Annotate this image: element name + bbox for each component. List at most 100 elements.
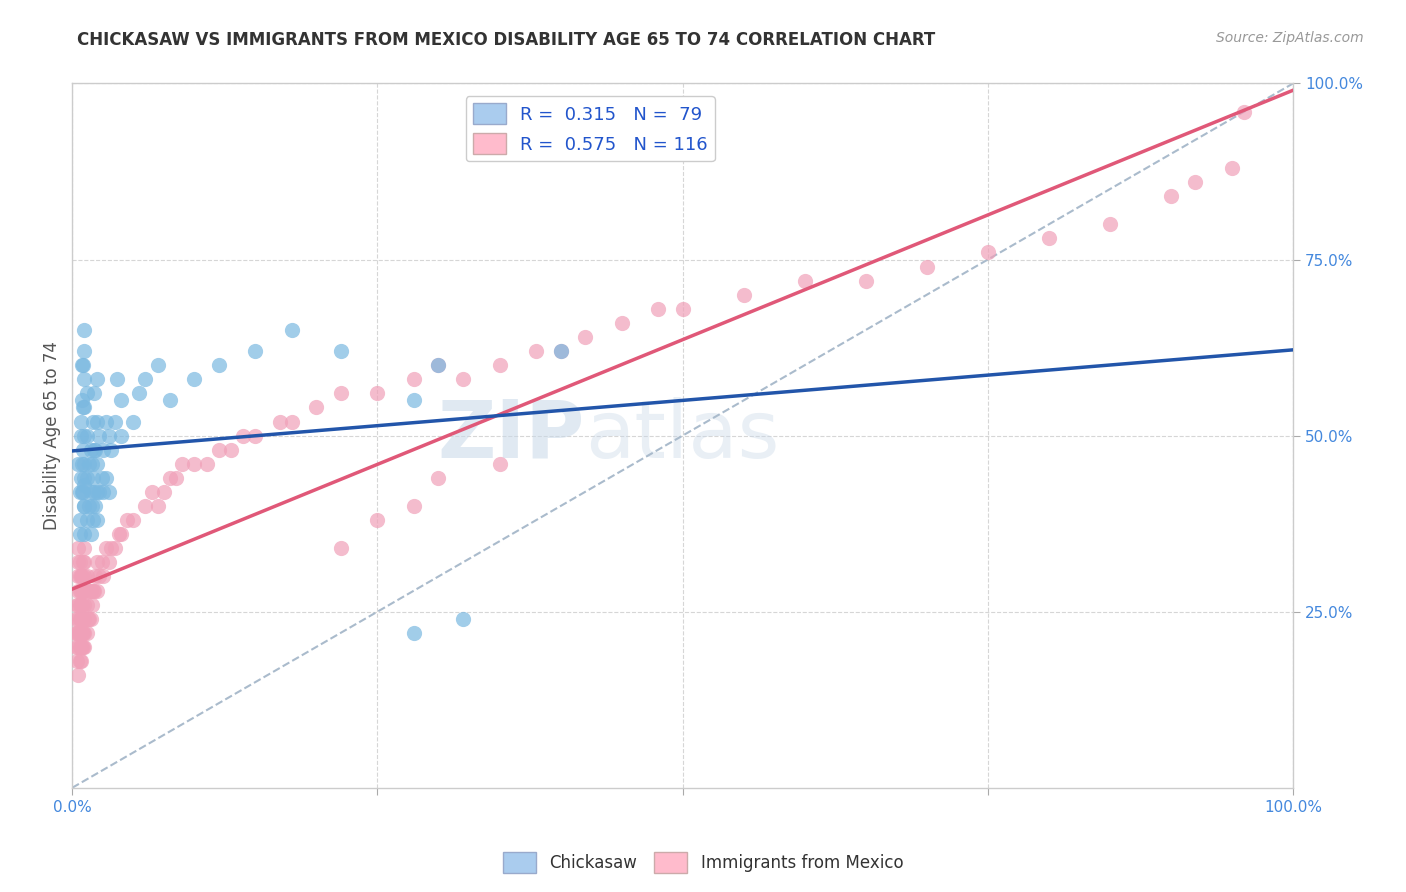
Point [73,478,96,492]
Point [329,386,352,401]
Point [100,442,122,457]
Point [69,598,91,612]
Point [77,612,100,626]
Point [451,372,474,386]
Point [86,415,108,429]
Point [69,428,91,442]
Point [70,457,93,471]
Point [66,598,89,612]
Point [70,625,93,640]
Point [90,471,112,485]
Point [128,386,150,401]
Point [70,598,93,612]
Point [195,457,218,471]
Point [91,485,114,500]
Point [1160,189,1182,203]
Point [69,625,91,640]
Point [73,640,96,654]
Point [69,583,91,598]
Point [70,485,93,500]
Point [183,372,205,386]
Point [91,569,114,583]
Point [550,344,572,359]
Point [208,442,231,457]
Point [70,640,93,654]
Point [73,527,96,541]
Point [232,428,254,442]
Point [69,513,91,527]
Point [366,386,388,401]
Point [72,358,94,372]
Point [84,499,107,513]
Point [977,245,1000,260]
Point [83,442,105,457]
Point [76,513,98,527]
Point [96,415,118,429]
Point [269,415,291,429]
Point [73,625,96,640]
Point [63,625,86,640]
Point [404,393,426,408]
Point [72,583,94,598]
Point [281,415,304,429]
Point [76,428,98,442]
Point [70,358,93,372]
Point [72,401,94,415]
Point [115,513,138,527]
Point [67,555,90,569]
Point [488,457,510,471]
Legend: R =  0.315   N =  79, R =  0.575   N = 116: R = 0.315 N = 79, R = 0.575 N = 116 [465,96,714,161]
Point [281,323,304,337]
Point [329,541,352,556]
Point [69,415,91,429]
Point [245,428,267,442]
Point [69,654,91,668]
Point [86,555,108,569]
Point [146,499,169,513]
Point [107,527,129,541]
Point [73,323,96,337]
Point [79,485,101,500]
Point [73,457,96,471]
Point [69,612,91,626]
Point [79,442,101,457]
Point [672,301,695,316]
Point [72,612,94,626]
Point [86,513,108,527]
Point [67,569,90,583]
Point [72,442,94,457]
Point [84,442,107,457]
Point [172,457,194,471]
Legend: Chickasaw, Immigrants from Mexico: Chickasaw, Immigrants from Mexico [496,846,910,880]
Point [80,457,103,471]
Text: ZIP: ZIP [437,397,585,475]
Point [69,471,91,485]
Point [67,640,90,654]
Point [110,527,132,541]
Point [69,598,91,612]
Point [134,372,156,386]
Point [574,330,596,344]
Point [73,555,96,569]
Point [69,555,91,569]
Point [67,583,90,598]
Point [79,457,101,471]
Point [79,612,101,626]
Point [73,428,96,442]
Point [86,457,108,471]
Point [793,274,815,288]
Point [122,513,145,527]
Point [141,485,163,500]
Point [72,485,94,500]
Point [107,372,129,386]
Point [219,442,242,457]
Point [610,316,633,330]
Point [67,668,90,682]
Point [80,499,103,513]
Point [87,428,110,442]
Point [79,583,101,598]
Point [73,541,96,556]
Point [733,287,755,301]
Point [70,569,93,583]
Point [91,442,114,457]
